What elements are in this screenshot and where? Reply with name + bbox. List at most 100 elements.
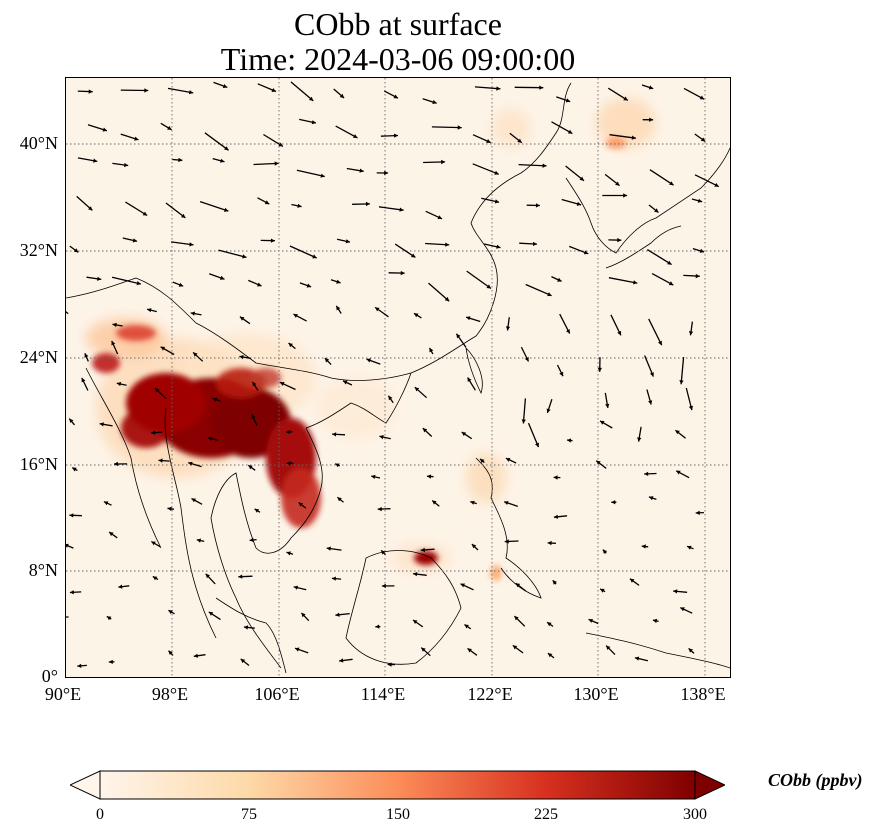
- map-title-line1: CObb at surface: [294, 6, 502, 42]
- wind-arrow-head: [326, 546, 331, 551]
- wind-arrow-head: [444, 296, 450, 302]
- wind-arrow-head: [371, 474, 376, 479]
- wind-arrow-head: [332, 432, 337, 437]
- wind-arrow-head: [658, 340, 662, 346]
- wind-arrow-head: [257, 282, 262, 287]
- wind-arrow-head: [337, 497, 342, 502]
- wind-arrow-head: [553, 514, 558, 519]
- wind-arrow-shaft: [551, 121, 573, 135]
- wind-arrow-head: [286, 461, 291, 466]
- wind-arrow-head: [579, 176, 584, 181]
- wind-arrow-head: [81, 377, 86, 383]
- colorbar-tick-label: 300: [683, 806, 707, 823]
- wind-arrow-head: [533, 241, 537, 246]
- wind-arrow-head: [375, 624, 380, 629]
- wind-arrow-head: [675, 430, 680, 435]
- wind-arrow-head: [111, 340, 116, 346]
- wind-arrow-head: [699, 248, 705, 253]
- wind-arrow-head: [394, 133, 398, 138]
- wind-arrow-head: [457, 125, 462, 130]
- wind-arrow-head: [427, 474, 432, 479]
- wind-arrow-head: [539, 85, 544, 90]
- colorbar-svg: [68, 770, 727, 800]
- wind-arrow-head: [496, 244, 501, 249]
- wind-arrow-head: [566, 329, 570, 334]
- wind-arrow-head: [623, 96, 628, 101]
- wind-arrow-head: [422, 428, 428, 433]
- wind-arrow-head: [648, 85, 654, 90]
- wind-arrow-shaft: [394, 243, 416, 258]
- wind-arrow-head: [602, 549, 608, 554]
- wind-arrow-head: [295, 647, 300, 652]
- wind-arrow-head: [413, 572, 418, 577]
- wind-arrow-head: [460, 583, 465, 588]
- wind-arrow-head: [673, 589, 678, 594]
- lat-tick-label: 16°N: [19, 454, 58, 474]
- wind-arrow-head: [629, 578, 635, 583]
- wind-arrow-head: [77, 663, 82, 668]
- wind-arrow-head: [414, 313, 419, 318]
- wind-arrow-head: [504, 501, 509, 505]
- wind-arrow-head: [155, 388, 160, 393]
- wind-arrow-shaft: [167, 87, 194, 94]
- wind-arrow-head: [393, 94, 398, 99]
- wind-arrow-head: [147, 308, 152, 313]
- wind-vectors: [66, 81, 720, 668]
- wind-arrow-head: [470, 500, 475, 505]
- wind-arrow-shaft: [125, 201, 148, 217]
- wind-arrow-head: [278, 142, 283, 147]
- map-title-line2: Time: 2024-03-06 09:00:00: [220, 41, 576, 77]
- lon-tick-label: 130°E: [573, 684, 619, 704]
- colorbar-tick-label: 225: [534, 806, 558, 823]
- wind-arrow-head: [144, 88, 149, 93]
- wind-arrow-head: [679, 380, 684, 385]
- wind-arrow-head: [504, 539, 509, 544]
- wind-arrow-head: [336, 305, 341, 311]
- wind-arrow-head: [168, 650, 173, 655]
- wind-arrow-head: [109, 532, 114, 537]
- wind-arrow-head: [375, 307, 380, 312]
- wind-arrow-head: [178, 282, 184, 287]
- wind-arrow-head: [553, 475, 558, 480]
- wind-arrow-head: [320, 173, 325, 178]
- wind-arrow-head: [359, 168, 364, 173]
- wind-arrow-head: [178, 157, 183, 163]
- wind-arrow-head: [158, 458, 163, 463]
- wind-arrow-head: [695, 273, 700, 279]
- wind-arrow-head: [188, 461, 193, 466]
- wind-arrow-head: [399, 207, 404, 212]
- wind-arrow-head: [224, 207, 229, 212]
- wind-arrow-head: [251, 414, 256, 419]
- wind-arrow-head: [377, 506, 382, 512]
- wind-arrow-head: [565, 98, 571, 103]
- wind-arrow-head: [547, 622, 552, 627]
- wind-arrow-head: [413, 620, 418, 624]
- wind-arrow-head: [384, 170, 389, 176]
- wind-arrow-head: [669, 181, 674, 186]
- wind-arrow-head: [249, 537, 254, 543]
- wind-arrow-head: [429, 347, 434, 353]
- colorbar: [68, 770, 727, 800]
- wind-arrow-head: [190, 311, 195, 316]
- wind-arrow-head: [688, 648, 693, 653]
- wind-arrow-head: [467, 648, 472, 653]
- wind-arrow-head: [239, 355, 244, 360]
- wind-arrow-head: [567, 438, 572, 443]
- wind-arrow-head: [345, 239, 350, 244]
- wind-arrow-head: [298, 502, 303, 507]
- wind-arrow-head: [623, 193, 628, 198]
- wind-arrow-shaft: [289, 245, 317, 259]
- wind-arrow-head: [88, 206, 93, 211]
- wind-arrow-head: [420, 547, 425, 553]
- wind-arrow-shaft: [111, 276, 142, 285]
- wind-arrow-shaft: [472, 163, 500, 175]
- wind-arrow-head: [567, 129, 573, 134]
- wind-arrow-head: [136, 281, 141, 286]
- wind-arrow-head: [84, 353, 89, 358]
- wind-arrow-head: [212, 397, 218, 402]
- wind-arrow-head: [466, 316, 471, 321]
- wind-arrow-head: [649, 372, 654, 377]
- wind-arrow-shaft: [648, 318, 663, 346]
- wind-arrow-head: [517, 138, 522, 143]
- gridlines: [66, 78, 730, 677]
